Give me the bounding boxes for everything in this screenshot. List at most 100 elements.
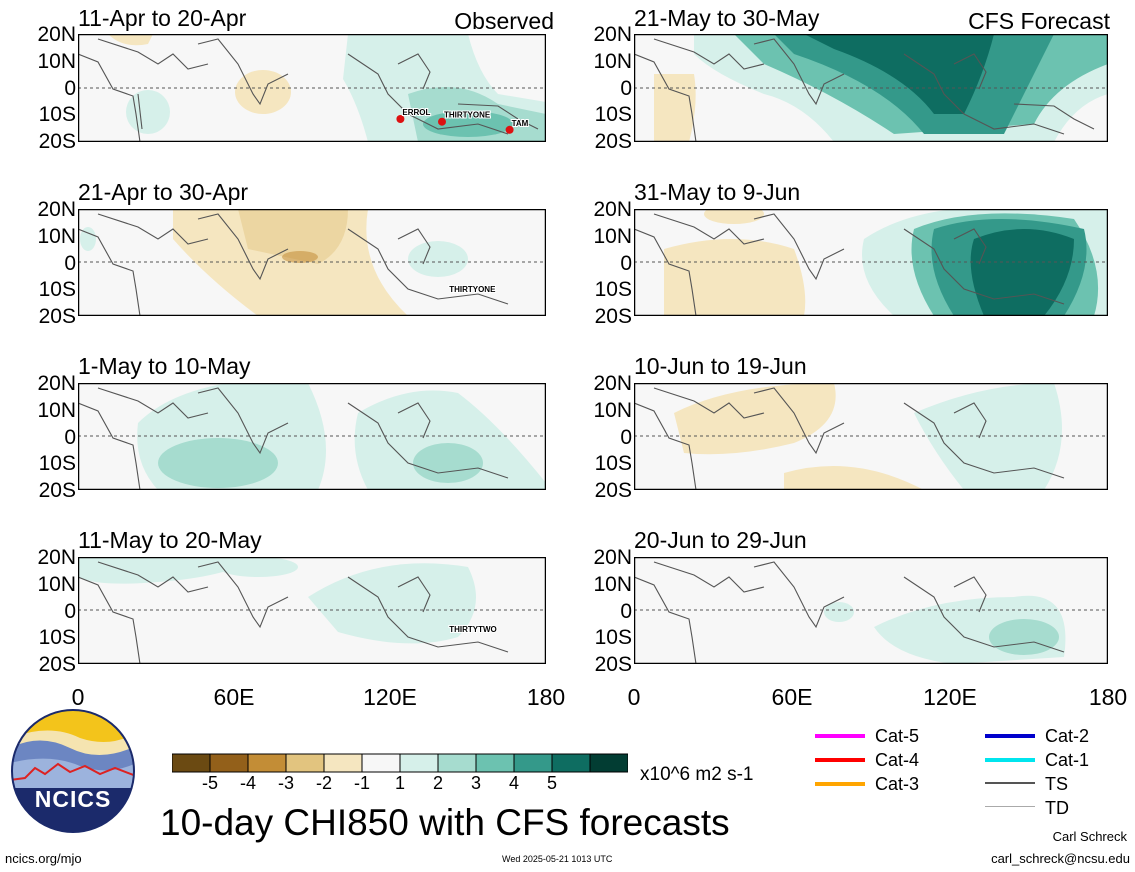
colorbar-cell: [437, 753, 477, 773]
lat-tick-label: 10N: [37, 398, 76, 422]
map-panel-1: ERROL THIRTYONE TAM: [78, 34, 546, 142]
legend-swatch: [985, 734, 1035, 738]
storm-tracks: THIRTYTWO: [448, 624, 498, 635]
panel-title: 10-Jun to 19-Jun: [634, 353, 807, 379]
lat-tick-label: 10S: [38, 452, 76, 476]
colorbar-tick-label: 5: [546, 773, 557, 793]
lon-tick-label: 180: [1088, 684, 1128, 710]
legend-label: Cat-5: [875, 726, 920, 746]
lat-tick-label: 20S: [594, 653, 632, 677]
lat-tick-label: 20S: [38, 479, 76, 503]
lat-tick-label: 10N: [593, 224, 632, 248]
panel-title: 1-May to 10-May: [78, 353, 251, 379]
lat-tick-label: 10N: [593, 572, 632, 596]
storm-marker: [438, 117, 446, 126]
colorbar-cell: [551, 753, 591, 773]
colorbar-tick-label: -5: [201, 773, 218, 793]
coastline-icon: [634, 38, 1095, 142]
lat-tick-label: 10S: [594, 452, 632, 476]
lat-tick-label: 20N: [37, 372, 76, 395]
panel-tag-forecast: CFS Forecast: [968, 8, 1110, 34]
storm-tracks: THIRTYONE: [448, 284, 497, 295]
storm-label: THIRTYONE: [444, 111, 491, 120]
coastline-icon: [634, 561, 1065, 664]
main-title: 10-day CHI850 with CFS forecasts: [160, 802, 730, 843]
panel-title: 21-Apr to 30-Apr: [78, 179, 249, 205]
coastline-icon: [78, 561, 509, 664]
coastline-icon: [634, 387, 1065, 490]
colorbar-cell: [399, 753, 439, 773]
colorbar-cell: [247, 753, 287, 773]
colorbar-cell: [209, 753, 249, 773]
author-email[interactable]: carl_schreck@ncsu.edu: [991, 851, 1130, 866]
legend-label: Cat-4: [875, 750, 920, 770]
website-link[interactable]: ncics.org/mjo: [5, 851, 82, 866]
colorbar-tick-label: -3: [277, 773, 294, 793]
colorbar-tick-label: 3: [470, 773, 481, 793]
panel-title: 31-May to 9-Jun: [634, 179, 801, 205]
lat-tick-label: 10N: [593, 398, 632, 422]
legend-swatch: [815, 734, 865, 738]
author-name: Carl Schreck: [1052, 829, 1127, 844]
ncics-logo: [11, 709, 135, 833]
storm-tracks: ERROL THIRTYONE TAM: [396, 107, 530, 134]
colorbar-tick-label: 4: [508, 773, 519, 793]
lat-tick-label: 20N: [593, 546, 632, 569]
lat-tick-label: 0: [620, 599, 632, 623]
map-panel-7: [634, 383, 1108, 490]
lat-tick-label: 10S: [594, 278, 632, 302]
lat-tick-label: 0: [64, 76, 76, 100]
colorbar-tick-label: -2: [315, 773, 332, 793]
lat-tick-label: 10N: [37, 572, 76, 596]
lon-tick-label: 120E: [923, 684, 977, 710]
map-panel-6: [634, 209, 1108, 316]
lat-tick-label: 0: [64, 251, 76, 275]
colorbar-cell: [589, 753, 628, 773]
colorbar-cell: [285, 753, 325, 773]
colorbar-tick-label: -1: [353, 773, 370, 793]
storm-label: TAM: [512, 119, 529, 128]
lat-tick-label: 0: [64, 599, 76, 623]
lat-tick-label: 20S: [594, 479, 632, 503]
lat-tick-label: 20S: [38, 653, 76, 677]
lat-tick-label: 20N: [593, 198, 632, 221]
colorbar-tick-label: 1: [394, 773, 405, 793]
lat-tick-label: 0: [64, 425, 76, 449]
map-panel-2: THIRTYONE: [78, 209, 546, 316]
lat-tick-label: 20N: [37, 198, 76, 221]
storm-marker: [505, 125, 514, 134]
lat-tick-label: 10S: [594, 103, 632, 127]
legend-label: TD: [1045, 798, 1069, 818]
timestamp: Wed 2025-05-21 1013 UTC: [502, 854, 613, 864]
colorbar-units: x10^6 m2 s-1: [640, 764, 754, 785]
lat-tick-label: 10S: [594, 626, 632, 650]
panel-tag-observed: Observed: [454, 8, 554, 34]
panel-title: 11-May to 20-May: [78, 527, 262, 553]
colorbar: [172, 753, 628, 773]
lat-tick-label: 10S: [38, 103, 76, 127]
map-panel-5: [634, 34, 1108, 142]
lat-tick-label: 10S: [38, 626, 76, 650]
storm-label: ERROL: [402, 108, 430, 117]
lon-tick-label: 60E: [213, 684, 255, 710]
lon-tick-label: 120E: [363, 684, 417, 710]
coastline-icon: [78, 38, 539, 142]
legend-swatch: [985, 758, 1035, 762]
panel-title: 11-Apr to 20-Apr: [78, 5, 247, 31]
lat-tick-label: 20S: [594, 305, 632, 329]
legend-label: Cat-1: [1045, 750, 1090, 770]
lat-tick-label: 20S: [38, 305, 76, 329]
panel-title: 21-May to 30-May: [634, 5, 820, 31]
storm-label: THIRTYONE: [449, 285, 496, 294]
map-panel-3: [78, 383, 546, 490]
lat-tick-label: 0: [620, 251, 632, 275]
storm-marker: [396, 115, 405, 123]
colorbar-tick-label: 2: [432, 773, 443, 793]
legend-swatch: [985, 806, 1035, 807]
legend-label: TS: [1045, 774, 1069, 794]
colorbar-cell: [172, 753, 211, 773]
colorbar-cell: [361, 753, 401, 773]
lat-tick-label: 10N: [37, 224, 76, 248]
lat-tick-label: 20N: [37, 546, 76, 569]
legend-label: Cat-2: [1045, 726, 1090, 746]
